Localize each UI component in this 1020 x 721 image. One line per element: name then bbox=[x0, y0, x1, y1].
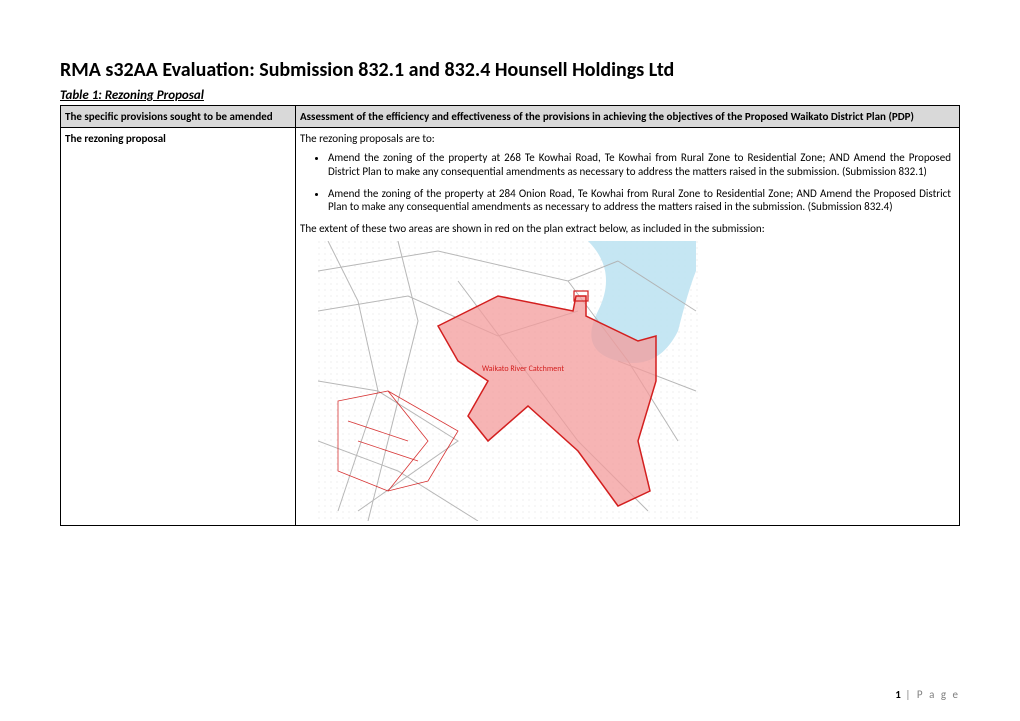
document-title: RMA s32AA Evaluation: Submission 832.1 a… bbox=[60, 58, 960, 82]
list-item: Amend the zoning of the property at 268 … bbox=[328, 151, 955, 179]
bullet-list: Amend the zoning of the property at 268 … bbox=[300, 151, 955, 214]
intro-line: The rezoning proposals are to: bbox=[300, 132, 955, 145]
plan-extract-map: Waikato River Catchment bbox=[318, 241, 698, 521]
row-label: The rezoning proposal bbox=[61, 128, 296, 526]
map-label: Waikato River Catchment bbox=[482, 364, 564, 374]
rezoning-table: The specific provisions sought to be ame… bbox=[60, 105, 960, 526]
map-svg: Waikato River Catchment bbox=[318, 241, 698, 521]
header-left: The specific provisions sought to be ame… bbox=[61, 106, 296, 128]
page-footer: 1 | P a g e bbox=[895, 688, 960, 701]
page-word: P a g e bbox=[917, 688, 960, 701]
page: RMA s32AA Evaluation: Submission 832.1 a… bbox=[0, 0, 1020, 721]
header-right: Assessment of the efficiency and effecti… bbox=[296, 106, 960, 128]
table-row: The rezoning proposal The rezoning propo… bbox=[61, 128, 960, 526]
list-item: Amend the zoning of the property at 284 … bbox=[328, 187, 955, 215]
table-header-row: The specific provisions sought to be ame… bbox=[61, 106, 960, 128]
table-caption: Table 1: Rezoning Proposal bbox=[60, 88, 960, 103]
row-content: The rezoning proposals are to: Amend the… bbox=[296, 128, 960, 526]
page-number: 1 bbox=[895, 688, 901, 701]
extent-line: The extent of these two areas are shown … bbox=[300, 222, 955, 235]
